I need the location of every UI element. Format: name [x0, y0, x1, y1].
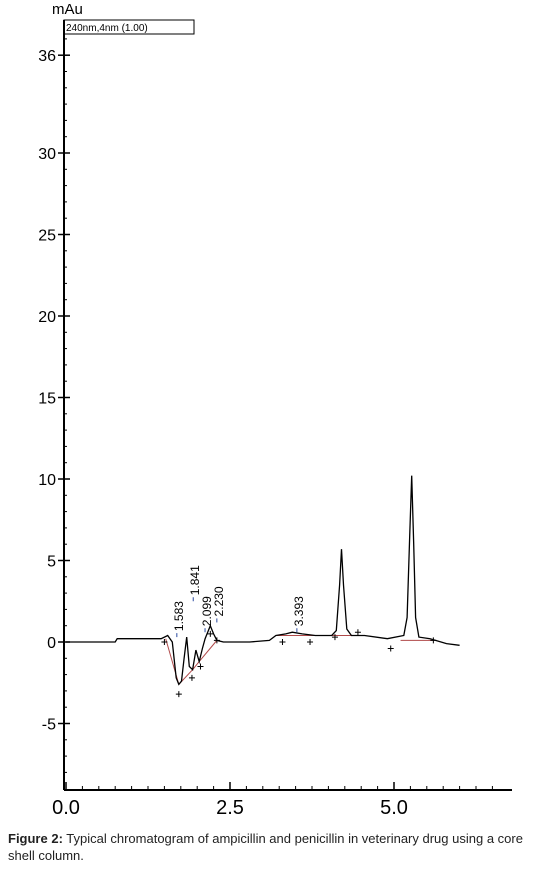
integration-marker: [207, 630, 214, 637]
integration-marker: [279, 639, 286, 645]
x-tick-label: 0.0: [52, 797, 80, 819]
y-axis-unit-label: mAu: [52, 1, 83, 18]
signal-line: [66, 475, 460, 686]
integration-marker: [354, 629, 361, 636]
y-tick-label: 15: [38, 391, 56, 408]
y-tick-label: 10: [38, 472, 56, 489]
figure-caption: Figure 2: Typical chromatogram of ampici…: [8, 830, 530, 864]
chromatogram-chart: mAu 240nm,4nm (1.00) 36 30 25 20 15 10 5 0 -5 0.0…: [38, 1, 512, 819]
y-tick-label: 20: [38, 309, 56, 326]
integration-baselines: [161, 629, 437, 698]
peak-label: 1.841: [188, 565, 202, 595]
y-tick-label: 25: [38, 228, 56, 245]
integration-marker: [161, 639, 168, 645]
y-tick-label: 30: [38, 146, 56, 163]
x-tick-label: 2.5: [216, 797, 244, 819]
caption-text: Typical chromatogram of ampicillin and p…: [8, 831, 523, 863]
integration-marker: [197, 663, 204, 670]
caption-label: Figure 2:: [8, 831, 63, 846]
detector-label: 240nm,4nm (1.00): [66, 23, 148, 34]
y-tick-label: 5: [47, 554, 56, 571]
integration-marker: [387, 645, 394, 652]
integration-marker: [175, 691, 182, 698]
y-tick-label: 0: [47, 635, 56, 652]
y-tick-label: -5: [42, 717, 56, 734]
axes: 36 30 25 20 15 10 5 0 -5 0.0 2.5 5.0: [38, 20, 512, 819]
baseline-segment: [198, 640, 218, 662]
peak-label: 1.583: [172, 601, 186, 631]
integration-marker: [331, 634, 338, 641]
peak-label: 3.393: [292, 596, 306, 626]
peak-label: 2.099: [200, 596, 214, 626]
signal-trace: [66, 475, 460, 686]
y-tick-label: 36: [38, 48, 56, 65]
peak-label: 2.230: [212, 586, 226, 616]
integration-marker: [307, 639, 314, 645]
x-tick-label: 5.0: [380, 797, 408, 819]
baseline-segment: [192, 661, 200, 671]
integration-marker: [188, 674, 195, 681]
